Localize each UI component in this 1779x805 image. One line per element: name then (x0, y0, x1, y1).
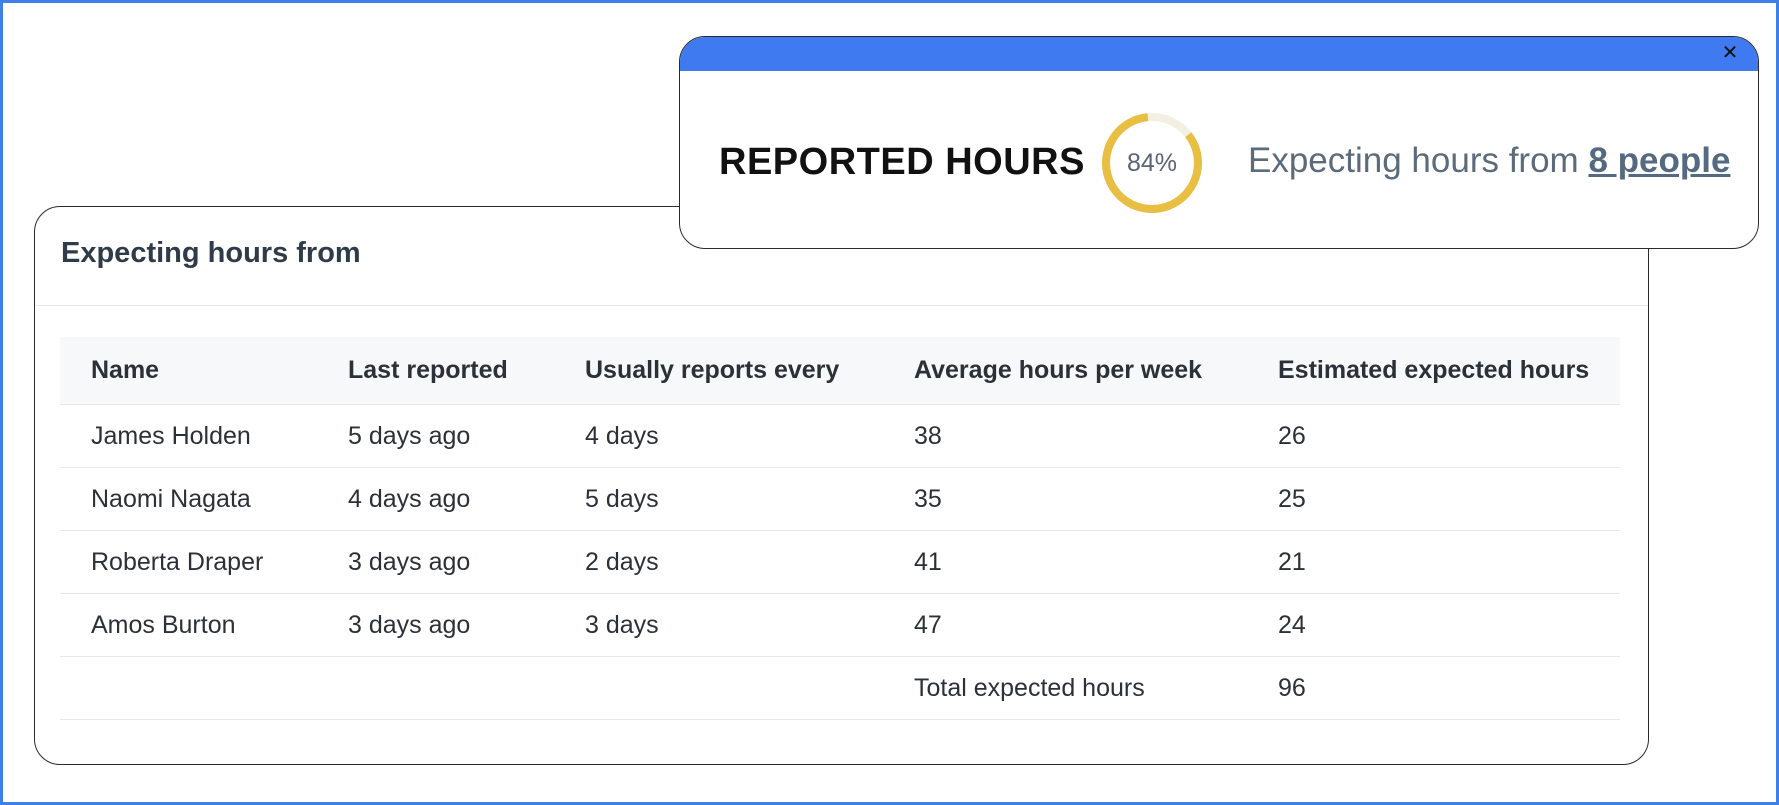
cell-usually-reports: 4 days (585, 421, 659, 450)
table-row[interactable]: Naomi Nagata 4 days ago 5 days 35 25 (60, 468, 1620, 531)
cell-last-reported: 4 days ago (348, 484, 471, 513)
close-icon[interactable]: ✕ (1721, 42, 1739, 64)
table-row[interactable]: Amos Burton 3 days ago 3 days 47 24 (60, 594, 1620, 657)
card-title: Expecting hours from (61, 237, 361, 269)
gauge-fill (1102, 113, 1202, 213)
expecting-hours-prefix: Expecting hours from (1248, 141, 1589, 180)
hours-table: Name Last reported Usually reports every… (60, 337, 1620, 720)
total-row: Total expected hours 96 (60, 657, 1620, 720)
gauge-ring (1102, 113, 1202, 213)
cell-name: Naomi Nagata (91, 484, 251, 513)
cell-last-reported: 3 days ago (348, 610, 471, 639)
column-header-last-reported[interactable]: Last reported (348, 356, 508, 384)
table-row[interactable]: Roberta Draper 3 days ago 2 days 41 21 (60, 531, 1620, 594)
reported-hours-popup: ✕ REPORTED HOURS 84% Expecting hours fro… (679, 36, 1759, 249)
cell-average-hours: 41 (914, 547, 942, 576)
cell-name: Amos Burton (91, 610, 236, 639)
popup-title: REPORTED HOURS (719, 141, 1085, 183)
cell-average-hours: 38 (914, 421, 942, 450)
total-label: Total expected hours (914, 673, 1145, 702)
cell-usually-reports: 3 days (585, 610, 659, 639)
cell-name: James Holden (91, 421, 251, 450)
column-header-usually-reports[interactable]: Usually reports every (585, 356, 840, 384)
gauge-percent-label: 84% (1126, 148, 1178, 177)
popup-title-bar (680, 37, 1758, 71)
column-header-average-hours[interactable]: Average hours per week (914, 356, 1203, 384)
reported-percent-gauge: 84% (1100, 111, 1204, 215)
cell-estimated-hours: 24 (1278, 610, 1306, 639)
card-divider (35, 305, 1648, 306)
cell-average-hours: 35 (914, 484, 942, 513)
expecting-hours-text: Expecting hours from 8 people (1248, 141, 1730, 181)
cell-estimated-hours: 26 (1278, 421, 1306, 450)
cell-usually-reports: 5 days (585, 484, 659, 513)
cell-estimated-hours: 25 (1278, 484, 1306, 513)
expecting-hours-card: Expecting hours from Name Last reported … (34, 206, 1649, 765)
table-header: Name Last reported Usually reports every… (60, 337, 1620, 405)
table-row[interactable]: James Holden 5 days ago 4 days 38 26 (60, 405, 1620, 468)
cell-estimated-hours: 21 (1278, 547, 1306, 576)
cell-last-reported: 3 days ago (348, 547, 471, 576)
total-value: 96 (1278, 673, 1306, 702)
cell-last-reported: 5 days ago (348, 421, 471, 450)
column-header-estimated-hours[interactable]: Estimated expected hours (1278, 356, 1590, 384)
cell-average-hours: 47 (914, 610, 942, 639)
people-link[interactable]: 8 people (1588, 141, 1731, 180)
column-header-name[interactable]: Name (91, 356, 160, 384)
cell-name: Roberta Draper (91, 547, 264, 576)
cell-usually-reports: 2 days (585, 547, 659, 576)
